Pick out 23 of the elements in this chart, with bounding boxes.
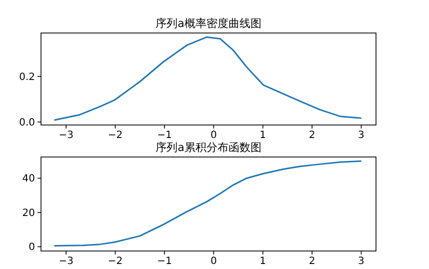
x-tick-label: 3 xyxy=(358,256,364,267)
x-tick-label: 3 xyxy=(358,130,364,141)
line-series xyxy=(54,160,362,246)
chart-title: 序列a累积分布函数图 xyxy=(156,141,262,154)
y-tick-label: 20 xyxy=(22,208,35,219)
line-series xyxy=(54,36,362,121)
x-tick-label: 1 xyxy=(260,256,266,267)
x-tick-label: −2 xyxy=(108,130,123,141)
x-tick-label: −2 xyxy=(108,256,123,267)
y-tick-label: 0.0 xyxy=(19,118,35,129)
y-tick-label: 40 xyxy=(22,174,35,185)
x-tick-label: −1 xyxy=(157,130,172,141)
x-tick-label: 0 xyxy=(210,130,217,141)
chart-title: 序列a概率密度曲线图 xyxy=(156,17,262,30)
x-tick-label: 2 xyxy=(308,130,316,141)
x-tick-label: 0 xyxy=(210,256,217,267)
y-tick-label: 0 xyxy=(28,242,35,254)
x-tick-label: −1 xyxy=(157,256,172,267)
x-tick-label: 1 xyxy=(260,130,266,141)
x-tick-label: 2 xyxy=(308,256,316,267)
x-tick-label: −3 xyxy=(58,256,74,267)
x-tick-label: −3 xyxy=(58,130,74,141)
y-tick-label: 0.2 xyxy=(19,72,35,83)
